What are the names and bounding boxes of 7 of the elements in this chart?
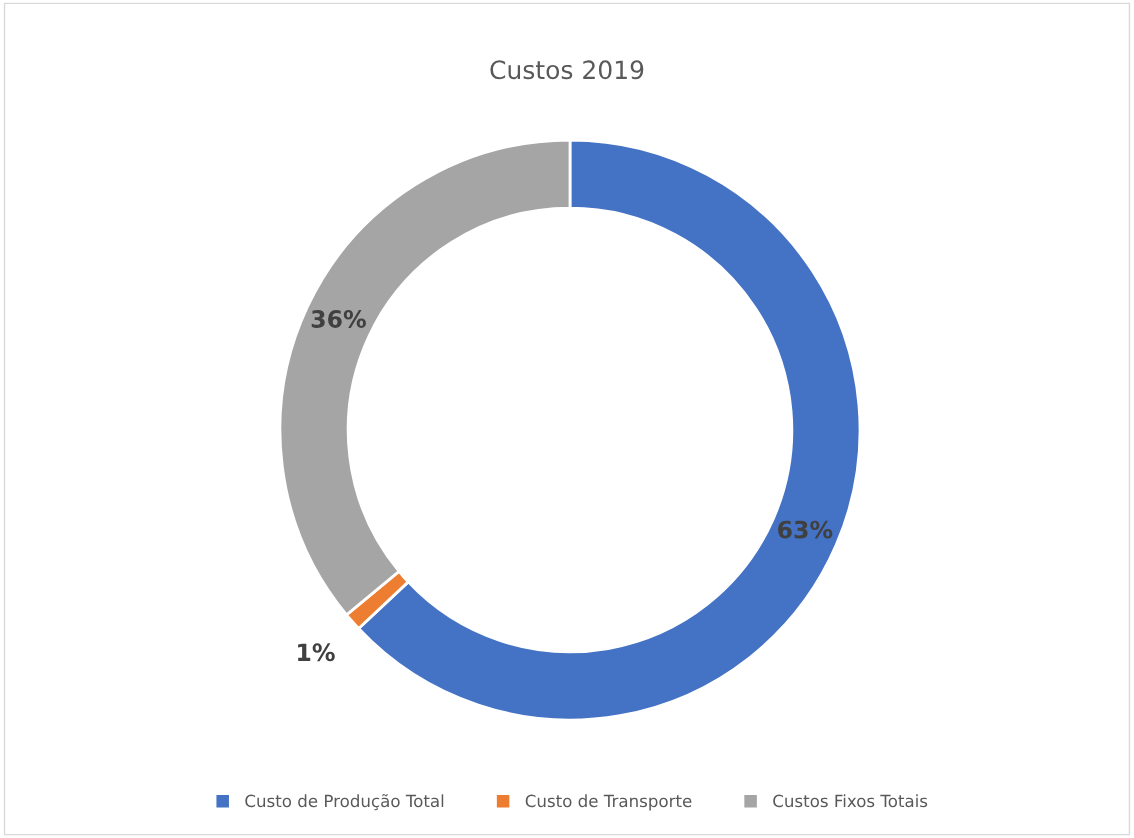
legend-label: Custo de Produção Total: [245, 794, 444, 811]
chart-title: Custos 2019: [490, 60, 644, 80]
data-label: 36%: [311, 310, 366, 328]
legend-label: Custos Fixos Totais: [773, 794, 928, 808]
legend-label: Custo de Transporte: [525, 794, 692, 811]
data-label: 63%: [778, 520, 833, 539]
data-label: 1%: [298, 643, 335, 662]
